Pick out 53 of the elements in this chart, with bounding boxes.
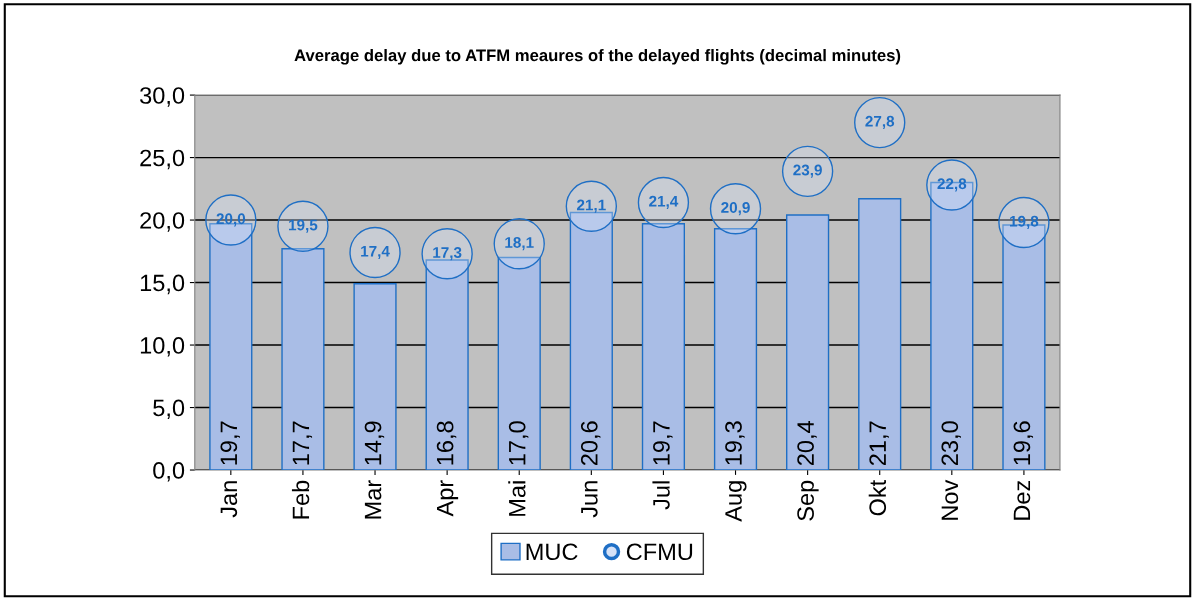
data-label: 19,7 <box>653 421 673 465</box>
bar <box>281 248 325 471</box>
data-label: 23,0 <box>941 421 961 466</box>
x-tick-label: Feb <box>291 480 310 519</box>
data-label: 21,1 <box>576 199 606 213</box>
y-tick-label: 15,0 <box>140 274 185 295</box>
bar <box>786 214 830 471</box>
data-label: 19,8 <box>1010 215 1039 229</box>
y-tick-label: 25,0 <box>140 149 185 170</box>
bar <box>425 259 469 471</box>
legend-label: MUC <box>526 543 578 561</box>
x-tick-label: Sep <box>797 480 819 521</box>
x-tick-label: Mai <box>508 481 526 516</box>
data-label: 19,6 <box>1013 421 1034 465</box>
x-tick-label: Dez <box>1013 480 1031 520</box>
data-label: 20,9 <box>721 202 750 216</box>
x-tick-label: Jul <box>652 481 670 510</box>
data-label: 27,8 <box>865 115 895 129</box>
x-tick-label: Jan <box>220 481 238 518</box>
bar <box>569 211 613 471</box>
x-tick-label: Okt <box>868 479 887 516</box>
data-label: 19,7 <box>220 421 240 465</box>
data-label: 21,7 <box>869 421 889 466</box>
y-tick-label: 10,0 <box>140 337 185 357</box>
data-label: 20,6 <box>580 421 601 466</box>
bar <box>641 223 686 471</box>
bar <box>497 256 541 471</box>
x-tick-label: Apr <box>436 480 459 517</box>
data-label: 23,9 <box>793 164 822 178</box>
data-label: 19,3 <box>725 421 745 465</box>
data-label: 17,7 <box>292 421 313 465</box>
data-label: 17,0 <box>508 421 529 465</box>
data-label: 14,9 <box>364 421 385 465</box>
y-tick-label: 30,0 <box>140 87 185 107</box>
chart-title: Average delay due to ATFM meaures of the delayed flights (decimal minutes) <box>294 49 901 65</box>
bar <box>713 228 758 471</box>
data-label: 18,1 <box>505 237 534 251</box>
data-label: 20,4 <box>797 421 817 466</box>
bar <box>353 283 397 471</box>
y-tick-label: 20,0 <box>140 212 185 232</box>
bar <box>858 198 902 471</box>
x-tick-label: Mar <box>364 480 382 519</box>
x-tick-label: Nov <box>941 479 959 520</box>
data-label: 16,8 <box>436 421 457 465</box>
data-label: 17,4 <box>361 246 390 259</box>
data-label: 19,5 <box>289 219 318 233</box>
y-tick-label: 0,0 <box>153 462 185 482</box>
x-tick-label: Aug <box>725 481 747 522</box>
y-tick-label: 5,0 <box>153 399 185 420</box>
legend-label: CFMU <box>626 543 693 561</box>
data-label: 17,3 <box>433 247 462 261</box>
x-tick-label: Jun <box>581 481 598 518</box>
data-label: 21,4 <box>649 195 679 209</box>
